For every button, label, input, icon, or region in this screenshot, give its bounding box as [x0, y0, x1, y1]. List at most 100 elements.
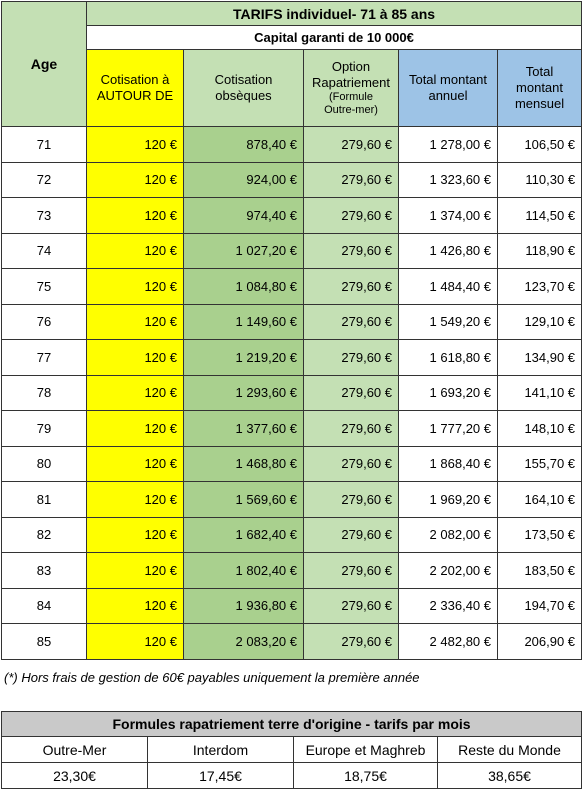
table-row: 76 120 €1 149,60 €279,60 €1 549,20 €129,1…	[1, 303, 582, 340]
table-row: 83 120 €1 802,40 €279,60 €2 202,00 €183,5…	[1, 552, 582, 589]
cell-total-annuel: 1 426,80 €	[398, 232, 498, 269]
cell-age: 77	[1, 339, 87, 376]
header-total-mensuel: Total montant mensuel	[496, 49, 582, 127]
header-total-annuel-line2: annuel	[428, 88, 468, 103]
cell-age: 82	[1, 516, 87, 553]
cell-option-rapatriement: 279,60 €	[303, 623, 399, 660]
cell-cotisation-obseques: 1 149,60 €	[183, 303, 304, 340]
cell-total-mensuel: 141,10 €	[496, 374, 582, 411]
cell-cotisation-autour: 120 €	[86, 303, 184, 340]
header-total-mensuel-line1: Total	[525, 64, 554, 79]
tarifs-table: Age TARIFS individuel- 71 à 85 ans Capit…	[1, 1, 582, 660]
header-option-small2: Outre-mer)	[324, 104, 378, 116]
cell-age: 79	[1, 410, 87, 447]
table-row: 78 120 €1 293,60 €279,60 €1 693,20 €141,1…	[1, 374, 582, 411]
cell-total-annuel: 1 618,80 €	[398, 339, 498, 376]
header-cotisation-obseques: Cotisation obsèques	[183, 49, 304, 127]
cell-cotisation-autour: 120 €	[86, 374, 184, 411]
cell-total-annuel: 1 969,20 €	[398, 481, 498, 518]
cell-option-rapatriement: 279,60 €	[303, 374, 399, 411]
formule-value-interdom: 17,45€	[147, 762, 294, 789]
cell-total-annuel: 1 278,00 €	[398, 126, 498, 163]
cell-cotisation-autour: 120 €	[86, 197, 184, 234]
cell-cotisation-obseques: 1 468,80 €	[183, 445, 304, 482]
table-row: 82 120 €1 682,40 €279,60 €2 082,00 €173,5…	[1, 516, 582, 553]
cell-age: 73	[1, 197, 87, 234]
cell-age: 74	[1, 232, 87, 269]
table-row: 71 120 €878,40 €279,60 €1 278,00 €106,50 …	[1, 126, 582, 163]
cell-option-rapatriement: 279,60 €	[303, 197, 399, 234]
table-title: TARIFS individuel- 71 à 85 ans	[85, 1, 582, 26]
cell-total-mensuel: 206,90 €	[496, 623, 582, 660]
cell-age: 81	[1, 481, 87, 518]
table-row: 77 120 €1 219,20 €279,60 €1 618,80 €134,9…	[1, 339, 582, 376]
table-row: 80 120 €1 468,80 €279,60 €1 868,40 €155,7…	[1, 445, 582, 482]
cell-cotisation-obseques: 1 377,60 €	[183, 410, 304, 447]
cell-total-annuel: 1 868,40 €	[398, 445, 498, 482]
cell-cotisation-autour: 120 €	[86, 339, 184, 376]
cell-total-mensuel: 110,30 €	[496, 161, 582, 198]
cell-total-mensuel: 118,90 €	[496, 232, 582, 269]
cell-age: 83	[1, 552, 87, 589]
header-total-annuel-line1: Total montant	[408, 72, 488, 87]
cell-total-mensuel: 173,50 €	[496, 516, 582, 553]
cell-total-mensuel: 148,10 €	[496, 410, 582, 447]
cell-cotisation-obseques: 1 293,60 €	[183, 374, 304, 411]
formule-header-europe-maghreb: Europe et Maghreb	[293, 736, 438, 763]
cell-cotisation-obseques: 1 219,20 €	[183, 339, 304, 376]
cell-total-mensuel: 129,10 €	[496, 303, 582, 340]
cell-cotisation-autour: 120 €	[86, 587, 184, 624]
cell-age: 78	[1, 374, 87, 411]
formule-header-outre-mer: Outre-Mer	[1, 736, 148, 763]
cell-option-rapatriement: 279,60 €	[303, 303, 399, 340]
header-option-small1: (Formule	[328, 91, 373, 103]
cell-cotisation-obseques: 1 569,60 €	[183, 481, 304, 518]
cell-cotisation-obseques: 1 802,40 €	[183, 552, 304, 589]
capital-garanti: Capital garanti de 10 000€	[85, 25, 582, 50]
header-total-annuel: Total montant annuel	[398, 49, 498, 127]
formules-title: Formules rapatriement terre d'origine - …	[0, 711, 582, 737]
table-row: 74 120 €1 027,20 €279,60 €1 426,80 €118,9…	[1, 232, 582, 269]
cell-cotisation-autour: 120 €	[86, 481, 184, 518]
header-option-line1: Option	[331, 59, 371, 74]
cell-cotisation-obseques: 1 027,20 €	[183, 232, 304, 269]
cell-option-rapatriement: 279,60 €	[303, 268, 399, 305]
cell-option-rapatriement: 279,60 €	[303, 410, 399, 447]
cell-total-mensuel: 194,70 €	[496, 587, 582, 624]
cell-cotisation-autour: 120 €	[86, 268, 184, 305]
cell-age: 76	[1, 303, 87, 340]
formule-header-interdom: Interdom	[147, 736, 294, 763]
header-cotisation-obseques-line2: obsèques	[215, 88, 272, 103]
cell-option-rapatriement: 279,60 €	[303, 161, 399, 198]
cell-cotisation-obseques: 878,40 €	[183, 126, 304, 163]
table-row: 84 120 €1 936,80 €279,60 €2 336,40 €194,7…	[1, 587, 582, 624]
cell-age: 72	[1, 161, 87, 198]
cell-option-rapatriement: 279,60 €	[303, 552, 399, 589]
table-row: 79 120 €1 377,60 €279,60 €1 777,20 €148,1…	[1, 410, 582, 447]
cell-cotisation-autour: 120 €	[86, 126, 184, 163]
cell-age: 75	[1, 268, 87, 305]
cell-total-annuel: 1 323,60 €	[398, 161, 498, 198]
cell-option-rapatriement: 279,60 €	[303, 339, 399, 376]
table-row: 73 120 €974,40 €279,60 €1 374,00 €114,50 …	[1, 197, 582, 234]
cell-total-annuel: 1 549,20 €	[398, 303, 498, 340]
cell-total-annuel: 2 202,00 €	[398, 552, 498, 589]
cell-total-annuel: 1 484,40 €	[398, 268, 498, 305]
table-row: 72 120 €924,00 €279,60 €1 323,60 €110,30 …	[1, 161, 582, 198]
header-total-mensuel-line3: mensuel	[514, 96, 565, 111]
table-row: 75 120 €1 084,80 €279,60 €1 484,40 €123,7…	[1, 268, 582, 305]
cell-total-mensuel: 155,70 €	[496, 445, 582, 482]
formule-value-europe-maghreb: 18,75€	[293, 762, 438, 789]
cell-cotisation-autour: 120 €	[86, 552, 184, 589]
header-total-mensuel-line2: montant	[516, 80, 564, 95]
footnote: (*) Hors frais de gestion de 60€ payable…	[4, 670, 420, 685]
cell-total-annuel: 2 336,40 €	[398, 587, 498, 624]
cell-age: 80	[1, 445, 87, 482]
table-row: 81 120 €1 569,60 €279,60 €1 969,20 €164,1…	[1, 481, 582, 518]
cell-age: 85	[1, 623, 87, 660]
cell-option-rapatriement: 279,60 €	[303, 126, 399, 163]
header-cotisation-autour-line1: Cotisation à	[100, 72, 170, 87]
header-option-line2: Rapatriement	[311, 75, 391, 90]
cell-cotisation-obseques: 1 682,40 €	[183, 516, 304, 553]
